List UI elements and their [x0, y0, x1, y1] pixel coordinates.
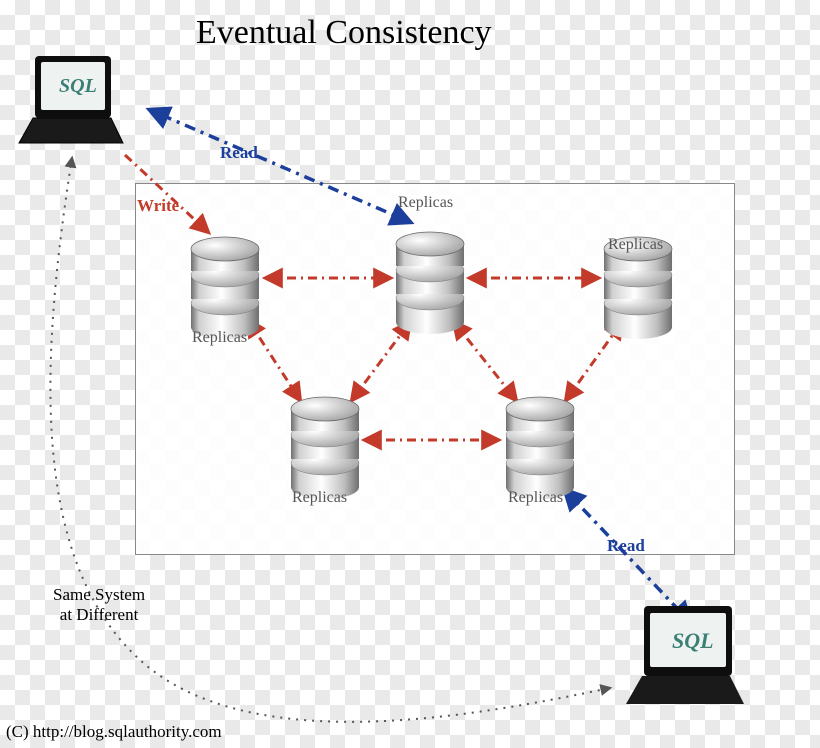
same-system-label: Same System at Different	[53, 585, 145, 626]
laptop-top-icon: SQL	[19, 56, 123, 143]
laptop-top-text: SQL	[59, 75, 97, 97]
write-label: Write	[137, 196, 179, 216]
read-top-arrow	[150, 110, 410, 222]
laptop-bottom-icon: SQL	[626, 606, 744, 704]
replica-label-br: Replicas	[508, 489, 563, 507]
same-system-line2: at Different	[60, 605, 139, 624]
replica-label-bl: Replicas	[292, 489, 347, 507]
write-arrow	[125, 155, 208, 232]
laptop-bottom-text: SQL	[672, 628, 714, 653]
replica-label-tl: Replicas	[192, 329, 247, 347]
database-icon	[396, 232, 464, 334]
read-bottom-label: Read	[607, 536, 645, 556]
copyright-footer: (C) http://blog.sqlauthority.com	[6, 722, 222, 742]
database-icon	[291, 397, 359, 499]
replica-link	[454, 322, 516, 400]
read-bottom-arrow	[565, 490, 690, 622]
database-icon	[506, 397, 574, 499]
replica-link	[352, 322, 410, 400]
read-top-label: Read	[220, 143, 258, 163]
same-system-line1: Same System	[53, 585, 145, 604]
replica-label-tc: Replicas	[398, 194, 453, 212]
database-icon	[191, 237, 259, 339]
diagram-title: Eventual Consistency	[196, 14, 492, 52]
replica-label-tr: Replicas	[608, 236, 663, 254]
